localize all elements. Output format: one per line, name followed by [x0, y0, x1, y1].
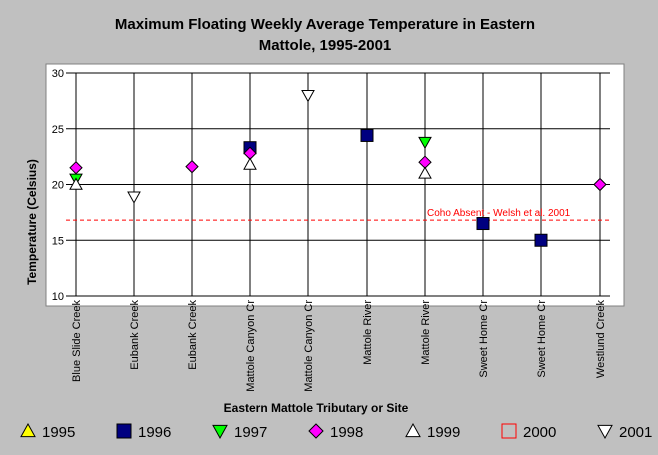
legend-marker-1999 — [405, 422, 421, 438]
point-1996 — [534, 233, 548, 247]
x-tick-label: Mattole River — [362, 300, 374, 365]
legend-marker-1998 — [308, 423, 324, 439]
legend: 1995 1996 1997 1998 1999 2000 2001 — [20, 422, 652, 441]
x-tick-labels: Blue Slide Creek Eubank Creek Eubank Creek… — [71, 300, 607, 392]
grid — [66, 72, 610, 297]
point-1999 — [418, 166, 432, 179]
chart-title-line1: Maximum Floating Weekly Average Temperat… — [115, 16, 535, 33]
x-axis-label: Eastern Mattole Tributary or Site — [224, 401, 409, 415]
point-1996 — [360, 128, 374, 142]
reference-line-group: Coho Absent - Welsh et al. 2001 — [66, 208, 610, 221]
y-axis-label: Temperature (Celsius) — [25, 159, 39, 285]
point-2001 — [301, 90, 315, 103]
legend-marker-1997 — [212, 424, 228, 440]
point-1996 — [476, 217, 490, 231]
legend-label-2001: 2001 — [619, 424, 652, 441]
x-tick-label: Eubank Creek — [129, 300, 141, 370]
legend-marker-2000 — [501, 423, 517, 439]
y-tick-label: 20 — [52, 180, 64, 192]
legend-marker-2001 — [597, 424, 613, 440]
legend-label-1996: 1996 — [138, 424, 171, 441]
reference-line-label: Coho Absent - Welsh et al. 2001 — [427, 208, 571, 219]
legend-item-2001: 2001 — [597, 424, 652, 441]
legend-label-1998: 1998 — [330, 424, 363, 441]
legend-label-2000: 2000 — [523, 424, 556, 441]
point-1997 — [418, 136, 432, 150]
y-tick-label: 30 — [52, 68, 64, 80]
legend-item-1996: 1996 — [116, 423, 171, 441]
legend-marker-1996 — [116, 423, 132, 439]
y-tick-label: 25 — [52, 124, 64, 136]
x-tick-label: Westlund Creek — [595, 300, 607, 379]
x-tick-label: Mattole Canyon Cr — [245, 300, 257, 392]
x-tick-label: Mattole River — [420, 300, 432, 365]
x-tick-label: Eubank Creek — [187, 300, 199, 370]
x-tick-label: Sweet Home Cr — [536, 300, 548, 378]
x-tick-label: Mattole Canyon Cr — [303, 300, 315, 392]
chart-title-line2: Mattole, 1995-2001 — [259, 37, 392, 54]
y-tick-label: 15 — [52, 235, 64, 247]
y-tick-label: 10 — [52, 291, 64, 303]
legend-item-2000: 2000 — [501, 423, 556, 441]
legend-label-1995: 1995 — [42, 424, 75, 441]
point-2001 — [127, 191, 141, 204]
legend-item-1997: 1997 — [212, 424, 267, 441]
data-points — [69, 90, 607, 247]
point-1999 — [69, 177, 83, 190]
legend-item-1995: 1995 — [20, 422, 75, 441]
point-1998 — [69, 161, 83, 175]
x-tick-label: Sweet Home Cr — [478, 300, 490, 378]
legend-marker-1995 — [20, 422, 36, 438]
y-tick-labels: 10 15 20 25 30 — [52, 68, 64, 303]
legend-label-1999: 1999 — [427, 424, 460, 441]
legend-item-1999: 1999 — [405, 422, 460, 441]
point-1998 — [593, 177, 607, 192]
point-1998 — [185, 159, 199, 174]
x-tick-label: Blue Slide Creek — [71, 300, 83, 382]
point-1999 — [243, 157, 257, 170]
legend-label-1997: 1997 — [234, 424, 267, 441]
legend-item-1998: 1998 — [308, 423, 363, 441]
